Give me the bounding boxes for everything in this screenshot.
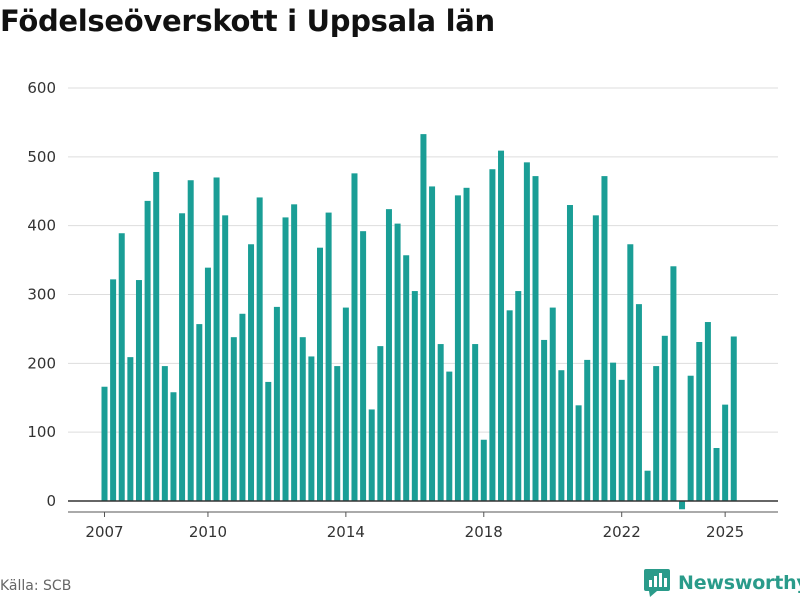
bar <box>472 344 479 501</box>
bar <box>454 195 461 501</box>
x-tick-label: 2010 <box>189 523 227 541</box>
y-tick-label: 300 <box>27 286 56 304</box>
bar <box>437 344 444 501</box>
bar <box>161 366 168 501</box>
bar <box>230 337 237 501</box>
bar <box>101 386 108 501</box>
bar <box>179 213 186 501</box>
bar <box>722 404 729 501</box>
bar <box>653 366 660 501</box>
bar <box>670 266 677 501</box>
bar <box>549 307 556 501</box>
bar <box>515 291 522 501</box>
x-tick-label: 2018 <box>465 523 503 541</box>
bar <box>213 177 220 501</box>
bar <box>377 346 384 501</box>
bar <box>368 409 375 501</box>
bar <box>506 310 513 501</box>
bar <box>532 176 539 501</box>
bar <box>360 231 367 501</box>
axes <box>68 500 778 513</box>
bar <box>187 180 194 501</box>
newsworthy-logo: Newsworthy <box>644 569 800 597</box>
bar <box>110 279 117 501</box>
bar <box>118 233 125 501</box>
y-tick-label: 0 <box>46 492 56 510</box>
bar <box>411 291 418 501</box>
bar <box>282 217 289 501</box>
x-tick-label: 2014 <box>327 523 365 541</box>
bar <box>204 267 211 501</box>
y-tick-label: 600 <box>27 79 56 97</box>
bar <box>661 335 668 501</box>
bar <box>291 204 298 501</box>
bar <box>713 447 720 501</box>
bar <box>446 371 453 501</box>
y-tick-label: 200 <box>27 354 56 372</box>
bar <box>627 244 634 502</box>
bar <box>618 379 625 501</box>
bar <box>403 255 410 501</box>
bar <box>575 405 582 501</box>
bar <box>730 336 737 501</box>
x-tick-label: 2025 <box>706 523 744 541</box>
y-tick-label: 500 <box>27 148 56 166</box>
bar <box>679 501 686 510</box>
bar <box>351 173 358 501</box>
bar <box>170 392 177 501</box>
bar <box>704 322 711 501</box>
bar <box>248 244 255 502</box>
bar <box>566 205 573 501</box>
bar <box>273 306 280 501</box>
bar <box>196 324 203 501</box>
bar <box>635 304 642 501</box>
brand-name: Newsworthy <box>678 572 800 594</box>
newsworthy-logo-icon <box>644 569 670 597</box>
bar <box>498 150 505 501</box>
bar <box>135 280 142 501</box>
bar <box>299 337 306 501</box>
bar <box>256 197 263 501</box>
bar <box>239 313 246 501</box>
bar <box>601 176 608 501</box>
bar <box>308 356 315 501</box>
bar <box>265 381 272 501</box>
bar <box>696 341 703 501</box>
bar <box>541 339 548 501</box>
bar <box>480 439 487 501</box>
bar <box>610 362 617 501</box>
bar <box>420 134 427 501</box>
bar <box>489 169 496 501</box>
bar <box>644 470 651 501</box>
source-note: Källa: SCB <box>0 578 72 594</box>
y-tick-label: 400 <box>27 217 56 235</box>
bar <box>523 162 530 501</box>
bar <box>317 247 323 501</box>
bar <box>153 171 160 501</box>
bar <box>127 357 134 501</box>
bar <box>592 215 599 501</box>
bar <box>222 215 229 501</box>
bar <box>429 186 436 501</box>
bar <box>325 212 332 502</box>
bar <box>558 370 565 501</box>
x-axis-tick-labels: 2007 2010 2014 2018 2022 2025 <box>85 512 744 541</box>
bar <box>463 187 470 501</box>
chart-title: Födelseöverskott i Uppsala län <box>0 4 495 38</box>
bar <box>342 307 349 501</box>
x-tick-label: 2007 <box>85 523 123 541</box>
bar <box>385 209 392 501</box>
y-tick-label: 100 <box>27 423 56 441</box>
bar <box>584 359 591 501</box>
bar <box>394 223 401 501</box>
bar <box>687 375 694 501</box>
x-tick-label: 2022 <box>603 523 641 541</box>
bar <box>334 366 341 501</box>
bar <box>144 200 151 502</box>
y-axis-tick-labels: 0 100 200 300 400 500 600 <box>27 79 56 510</box>
bars <box>101 134 737 510</box>
